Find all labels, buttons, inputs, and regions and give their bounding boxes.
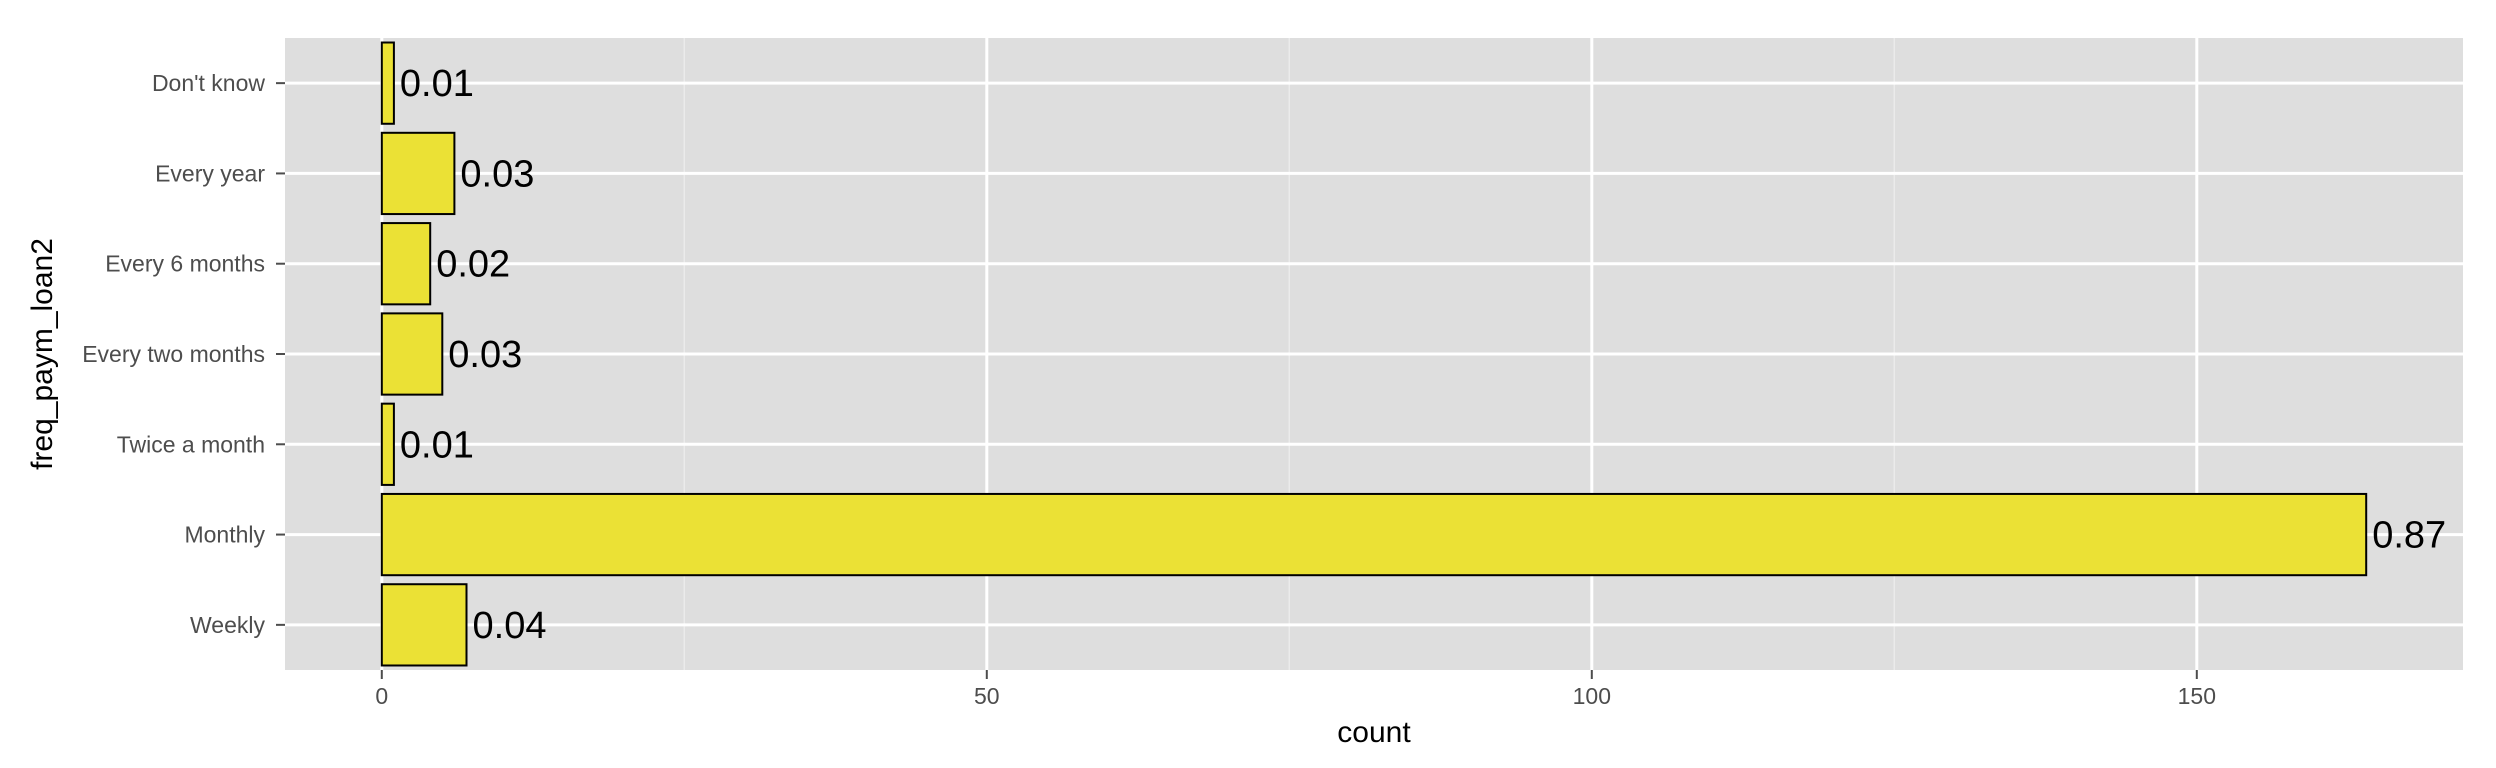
y-tick-label: Every two months — [82, 341, 265, 367]
bar — [380, 583, 468, 667]
bar — [380, 41, 395, 125]
bar — [380, 492, 2368, 577]
data-label: 0.02 — [436, 244, 510, 286]
bar — [380, 402, 395, 486]
y-axis: Weekly Monthly Twice a month Every two mont… — [82, 70, 285, 638]
x-tick-label: 100 — [1573, 683, 1611, 709]
data-label: 0.04 — [473, 605, 547, 647]
bar — [380, 312, 444, 396]
data-labels: 0.04 0.87 0.01 0.03 0.02 0.03 0.01 — [400, 63, 2446, 647]
x-tick-label: 50 — [974, 683, 1000, 709]
y-tick-label: Don't know — [152, 70, 265, 96]
x-tick-label: 150 — [2178, 683, 2216, 709]
bar — [380, 222, 432, 306]
bar — [380, 131, 456, 216]
data-label: 0.03 — [448, 334, 522, 376]
bars — [380, 41, 2368, 667]
data-label: 0.01 — [400, 63, 474, 105]
y-tick-label: Weekly — [190, 612, 265, 638]
x-axis: 0 50 100 150 — [375, 670, 2216, 709]
y-tick-label: Every year — [155, 160, 265, 186]
y-tick-label: Monthly — [184, 522, 265, 548]
x-axis-title: count — [1337, 716, 1411, 749]
y-axis-title: freq_paym_loan2 — [26, 238, 59, 470]
data-label: 0.01 — [400, 424, 474, 466]
y-tick-label: Twice a month — [117, 431, 265, 457]
data-label: 0.87 — [2372, 515, 2446, 557]
data-label: 0.03 — [460, 153, 534, 195]
y-tick-label: Every 6 months — [105, 251, 265, 277]
x-tick-label: 0 — [375, 683, 388, 709]
